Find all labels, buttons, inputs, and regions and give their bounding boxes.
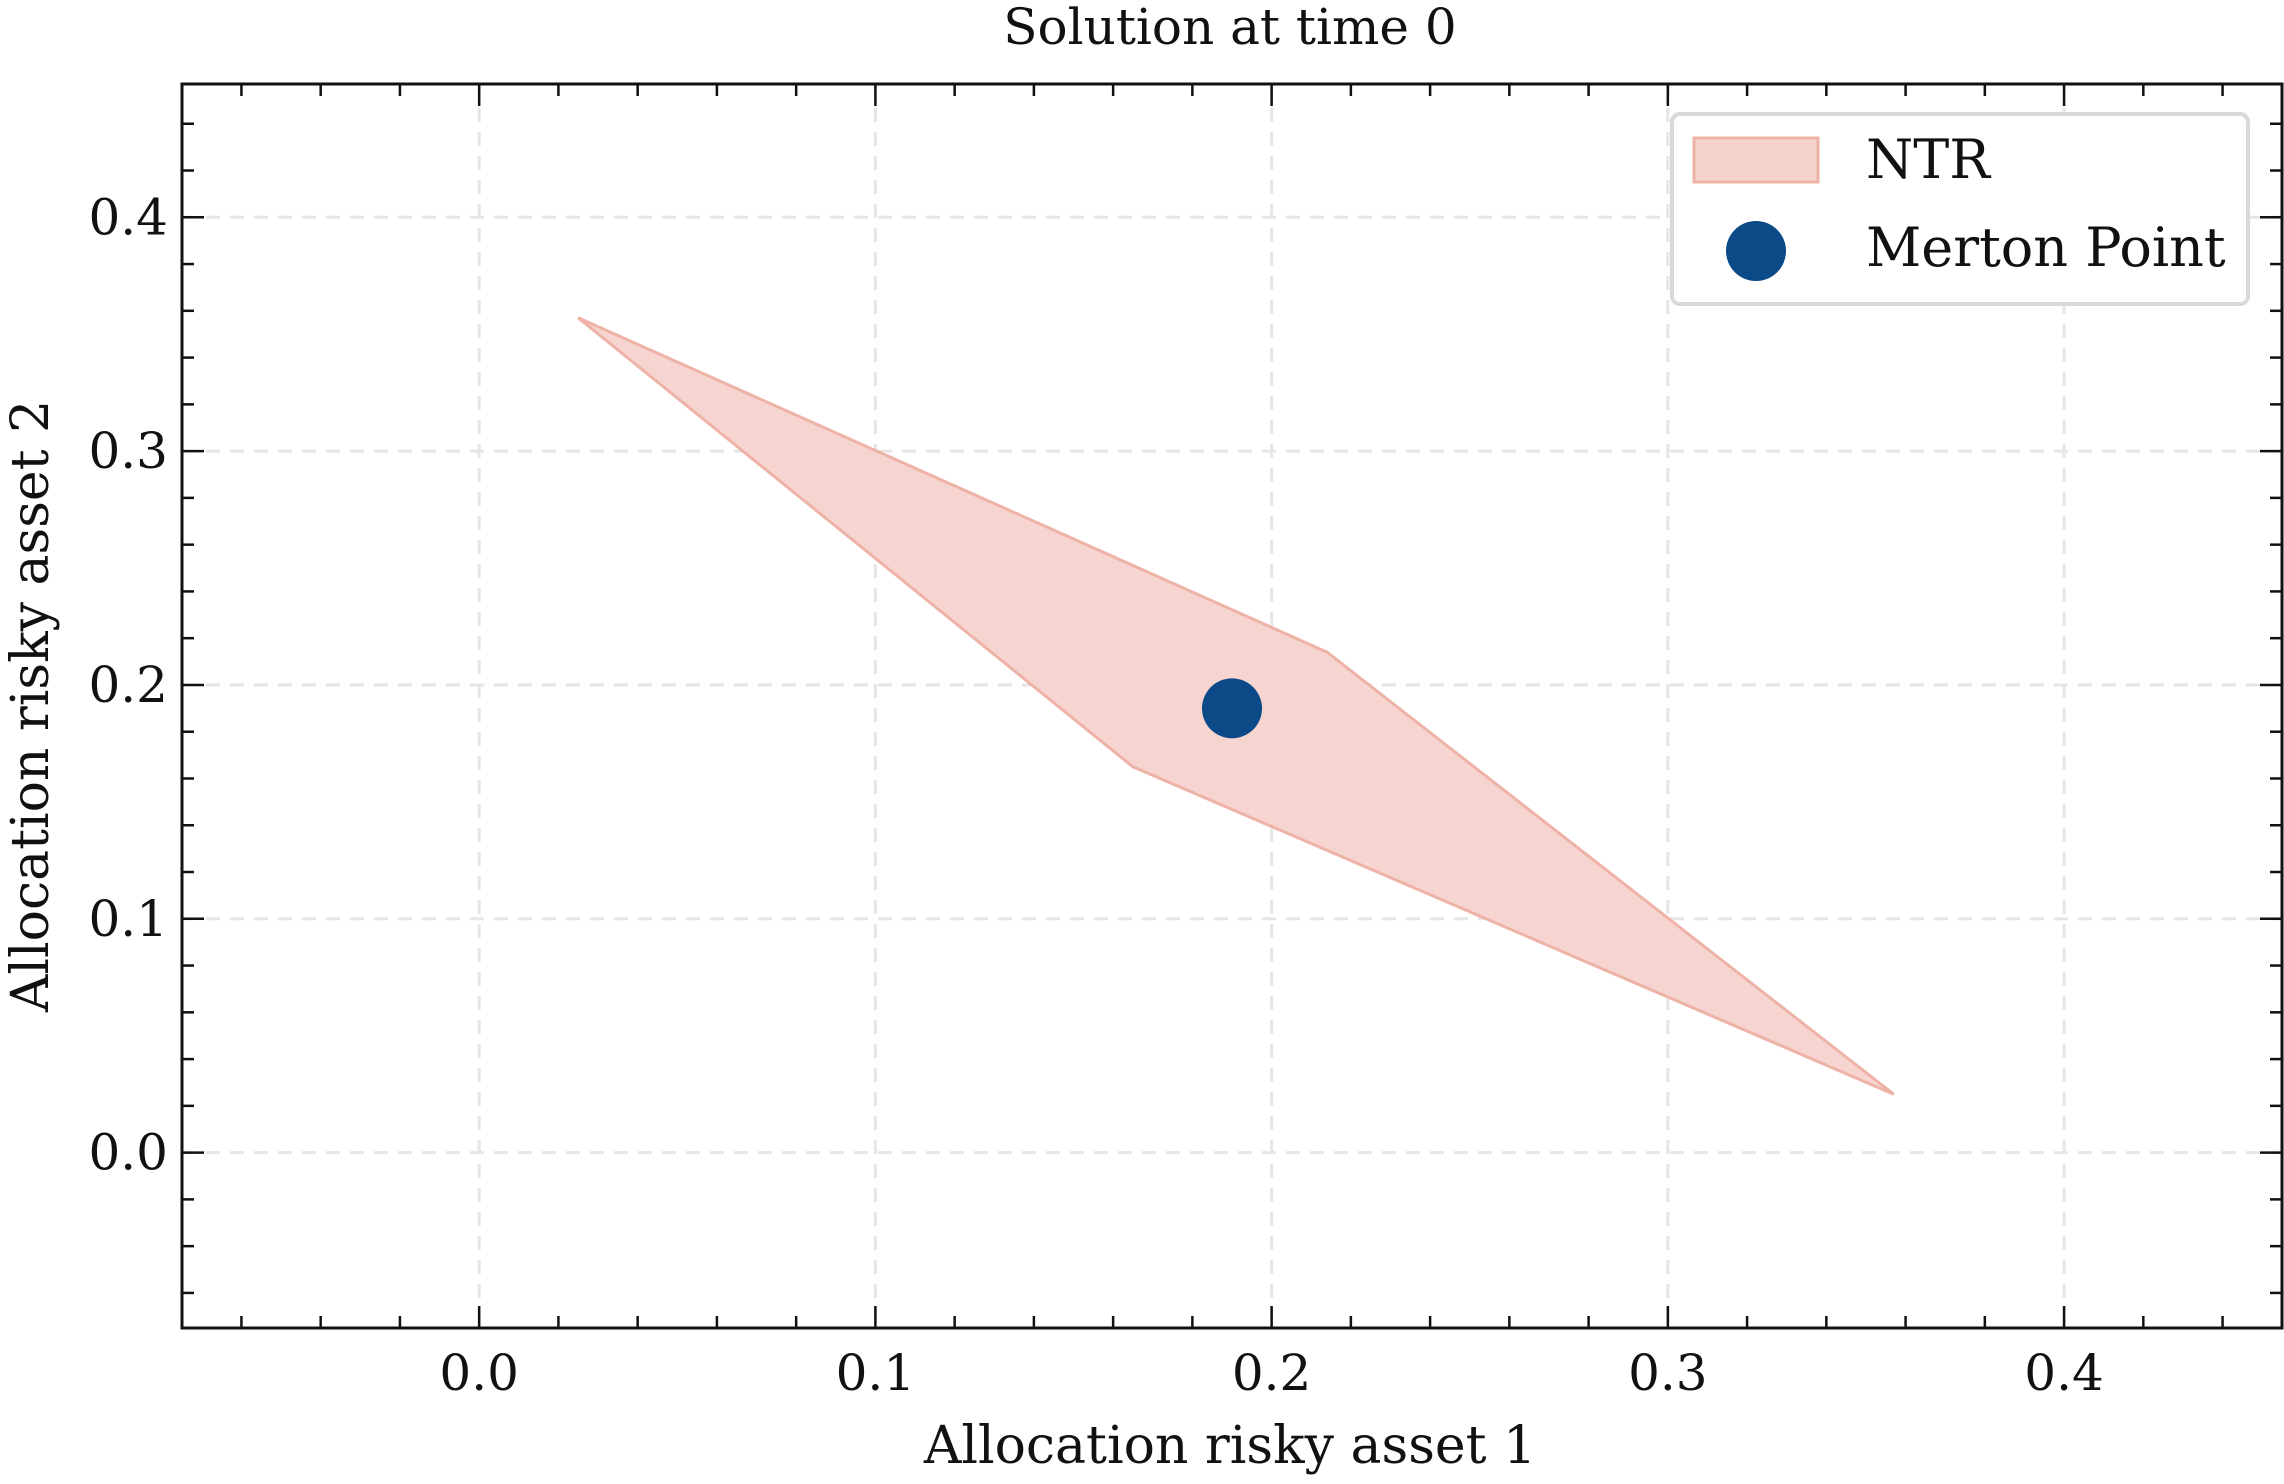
merton-point: [1202, 678, 1262, 739]
y-axis-label: Allocation risky asset 2: [1, 400, 61, 1013]
y-tick-label: 0.3: [88, 422, 168, 480]
legend-ntr-patch: [1692, 136, 1820, 184]
y-tick-label: 0.4: [88, 188, 168, 246]
x-tick-label: 0.1: [836, 1344, 916, 1402]
legend-merton-label: Merton Point: [1866, 216, 2226, 279]
y-tick-label: 0.1: [88, 890, 168, 948]
x-tick-labels: 0.0 0.1 0.2 0.3 0.4: [439, 1344, 2103, 1402]
x-tick-label: 0.3: [1628, 1344, 1708, 1402]
merton-point-layer: [1202, 678, 1262, 739]
x-tick-label: 0.2: [1232, 1344, 1312, 1402]
x-tick-label: 0.4: [2024, 1344, 2104, 1402]
legend-ntr-label: NTR: [1866, 128, 1991, 191]
y-tick-labels: 0.0 0.1 0.2 0.3 0.4: [88, 188, 168, 1181]
y-tick-label: 0.2: [88, 656, 168, 714]
legend: NTR Merton Point: [1670, 112, 2250, 306]
x-axis-label: Allocation risky asset 1: [923, 1416, 1536, 1476]
legend-merton-marker: [1726, 221, 1786, 281]
y-tick-label: 0.0: [88, 1124, 168, 1182]
chart-title: Solution at time 0: [1003, 0, 1456, 56]
grid-lines: [182, 84, 2282, 1328]
plot-frame: [180, 82, 2284, 1330]
axis-ticks: [182, 84, 2282, 1328]
x-tick-label: 0.0: [439, 1344, 519, 1402]
